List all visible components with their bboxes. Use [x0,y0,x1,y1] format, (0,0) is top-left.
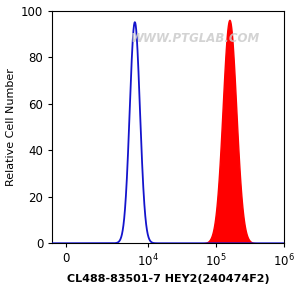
Text: WWW.PTGLAB.COM: WWW.PTGLAB.COM [131,32,260,45]
Y-axis label: Relative Cell Number: Relative Cell Number [6,68,16,186]
X-axis label: CL488-83501-7 HEY2(240474F2): CL488-83501-7 HEY2(240474F2) [67,274,269,284]
